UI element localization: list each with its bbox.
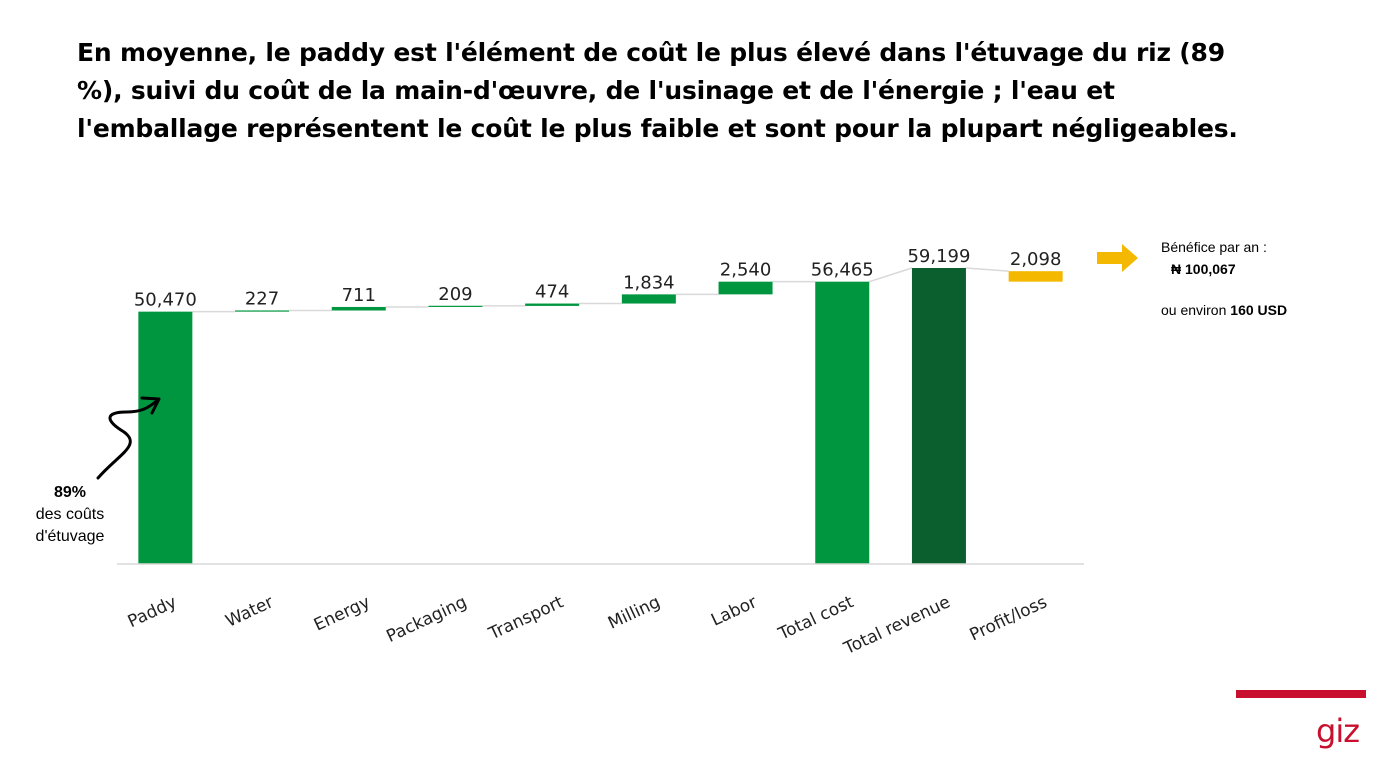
profit-per-year-label: Bénéfice par an : [1161,239,1267,255]
callout-line-1: des coûts [35,506,105,523]
connector-lines [192,267,1009,313]
category-label: Paddy [125,592,180,632]
bars [138,268,1063,564]
bar-water [235,310,290,312]
category-label: Total revenue [840,592,953,659]
bar-paddy [138,311,193,564]
profit-usd-prefix: ou environ [1161,302,1227,318]
value-label: 59,199 [907,246,970,267]
category-label: Total cost [775,592,858,645]
callout-line-2: d'étuvage [35,528,105,545]
right-arrow-icon [1097,244,1138,272]
category-label: Water [223,592,277,631]
brand-line [1236,690,1366,698]
value-label: 50,470 [134,290,197,311]
category-label: Energy [311,592,373,635]
bar-total-revenue [911,268,966,564]
category-label: Profit/loss [967,592,1051,645]
value-label: 1,834 [623,272,675,293]
category-label: Milling [605,592,663,633]
value-labels: 50,470 227 711 209 474 1,834 2,540 56,465 59,199… [134,246,1062,311]
giz-logo: giz [1316,712,1360,750]
bar-transport [525,303,580,306]
bar-total-cost [815,281,870,564]
category-label: Labor [708,592,760,630]
profit-usd-value: 160 USD [1230,302,1288,318]
value-label: 2,098 [1010,249,1062,270]
connector-line [869,267,913,283]
value-label: 474 [535,282,569,303]
bar-energy [331,306,386,311]
bar-profit-loss [1008,271,1063,282]
profit-per-year-value: ₦ 100,067 [1171,261,1236,277]
bar-milling [621,294,676,304]
value-label: 711 [342,285,376,306]
connector-line [965,267,1009,272]
value-label: 56,465 [811,260,874,281]
slide-title: En moyenne, le paddy est l'élément de co… [77,38,1238,143]
callout-arrow-icon [96,396,161,480]
category-label: Packaging [383,592,470,647]
category-labels: Paddy Water Energy Packaging Transport Millin… [125,592,1051,659]
value-label: 209 [438,284,472,305]
bar-labor [718,281,773,295]
bar-packaging [428,305,483,307]
callout-annotation: 89% des coûts d'étuvage [0,482,140,548]
callout-percent: 89% [53,484,87,501]
value-label: 227 [245,288,279,309]
profit-usd-note: ou environ 160 USD [1161,302,1287,318]
value-label: 2,540 [720,260,772,281]
category-label: Transport [485,592,567,644]
